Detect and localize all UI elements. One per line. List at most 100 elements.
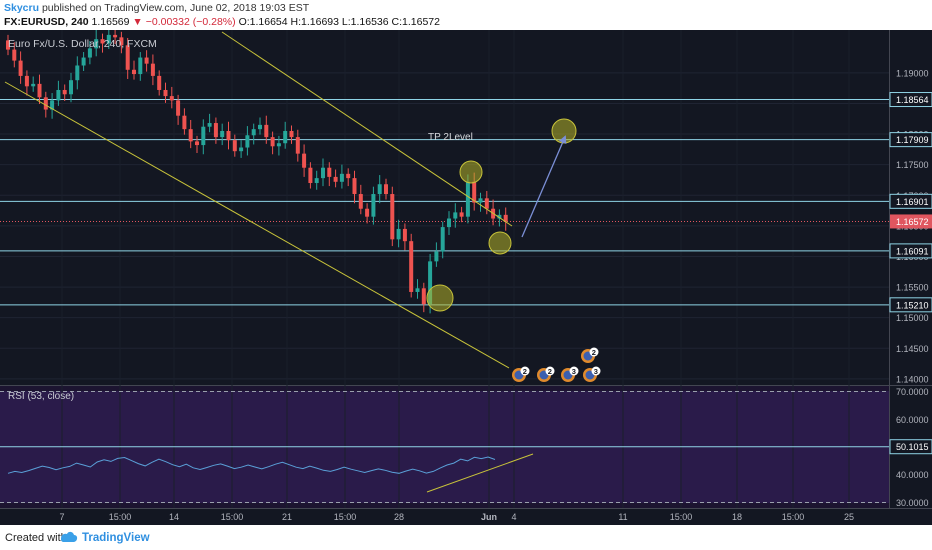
time-tick-label: 15:00 bbox=[782, 512, 805, 522]
candle-body bbox=[434, 251, 439, 262]
time-tick-label: 11 bbox=[618, 512, 627, 522]
candle-body bbox=[402, 228, 407, 242]
candle-body bbox=[195, 141, 199, 146]
time-tick-label: 7 bbox=[59, 512, 64, 522]
time-tick-label: 14 bbox=[169, 512, 179, 522]
candle-body bbox=[50, 100, 55, 110]
author-link[interactable]: Skycru bbox=[4, 2, 40, 14]
candle-body bbox=[113, 34, 118, 38]
price-tick-label: 1.19000 bbox=[896, 68, 929, 78]
level-price-tag bbox=[889, 243, 932, 259]
price-tick-label: 1.15500 bbox=[896, 283, 929, 293]
chart-area[interactable]: 1.190001.185001.180001.175001.170001.165… bbox=[0, 25, 932, 525]
candle-body bbox=[87, 48, 92, 58]
channel-lower-line[interactable] bbox=[4, 81, 510, 369]
level-price-tag bbox=[889, 193, 932, 209]
published-text: published on TradingView.com, June 02, 2… bbox=[41, 2, 310, 14]
time-axis[interactable]: 7 15:00 14 15:00 21 15:00 28 Jun 4 11 15:00 18 15:00… bbox=[59, 512, 854, 522]
candle-body bbox=[37, 83, 42, 98]
horizontal-levels[interactable]: 1.18564 1.17909 1.16901 1.16091 1.15210 1.165… bbox=[0, 92, 932, 313]
candle-body bbox=[201, 126, 206, 146]
level-price-label: 1.17909 bbox=[896, 135, 929, 145]
candle-body bbox=[333, 176, 338, 182]
time-tick-label: 21 bbox=[282, 512, 292, 522]
candle-body bbox=[251, 129, 256, 136]
price-tick-label: 1.14500 bbox=[896, 344, 929, 354]
badge-count-bg bbox=[591, 366, 601, 376]
candle-body bbox=[447, 218, 451, 228]
time-tick-label: 15:00 bbox=[109, 512, 132, 522]
candle-body bbox=[176, 100, 181, 116]
rsi-tick-label: 30.0000 bbox=[896, 498, 929, 508]
candle-body bbox=[6, 40, 10, 50]
grid bbox=[0, 30, 889, 508]
candle-body bbox=[295, 137, 300, 154]
candle-body bbox=[182, 115, 187, 130]
chart-svg[interactable]: 1.190001.185001.180001.175001.170001.165… bbox=[0, 25, 932, 525]
candle-body bbox=[453, 212, 458, 219]
candle-body bbox=[283, 130, 288, 144]
marker-circle-mid[interactable] bbox=[488, 231, 512, 255]
rsi-series-line bbox=[7, 456, 496, 474]
time-tick-label: 15:00 bbox=[670, 512, 693, 522]
candle-body bbox=[478, 198, 483, 203]
badge-count: 2 bbox=[548, 367, 552, 376]
candle-body bbox=[346, 173, 351, 179]
time-tick-label: 4 bbox=[511, 512, 516, 522]
candle-body bbox=[371, 194, 376, 217]
time-tick-label: 18 bbox=[732, 512, 742, 522]
current-price-tag bbox=[890, 214, 932, 229]
candle-body bbox=[69, 80, 73, 95]
candle-body bbox=[31, 83, 36, 87]
rsi-tick-label: 70.0000 bbox=[896, 387, 929, 397]
candle-body bbox=[321, 167, 325, 179]
candle-body bbox=[314, 178, 319, 184]
candle-body bbox=[119, 37, 124, 46]
created-with-text: Created with bbox=[5, 532, 67, 544]
candle-body bbox=[94, 39, 99, 49]
rsi-trend-line[interactable] bbox=[426, 453, 534, 493]
candle-body bbox=[258, 124, 262, 130]
badge-count: 3 bbox=[594, 367, 598, 376]
badge-count: 2 bbox=[523, 367, 527, 376]
level-price-tag bbox=[889, 92, 932, 108]
candle-body bbox=[43, 97, 48, 110]
candle-body bbox=[12, 49, 17, 61]
time-tick-label: 28 bbox=[394, 512, 404, 522]
candle-body bbox=[125, 45, 130, 70]
event-badges[interactable]: 2 2 3 3 2 bbox=[512, 347, 601, 383]
candles bbox=[6, 25, 508, 314]
marker-circle-low[interactable] bbox=[426, 284, 454, 312]
price-tick-label: 1.14000 bbox=[896, 374, 929, 384]
level-price-label: 1.15210 bbox=[896, 300, 929, 310]
price-pane[interactable] bbox=[0, 30, 889, 385]
candle-body bbox=[163, 89, 168, 97]
chart-title: Euro Fx/U.S. Dollar, 240, FXCM bbox=[8, 38, 157, 50]
publish-line: Skycru published on TradingView.com, Jun… bbox=[4, 2, 309, 14]
candle-body bbox=[239, 147, 244, 152]
candle-body bbox=[421, 288, 426, 305]
time-tick-label: Jun bbox=[481, 512, 497, 522]
candle-body bbox=[56, 89, 61, 101]
projection-arrow[interactable] bbox=[521, 135, 567, 238]
candle-body bbox=[188, 129, 193, 142]
marker-circle-high[interactable] bbox=[459, 160, 483, 184]
symbol-label: FX:EURUSD, 240 bbox=[4, 16, 89, 28]
tradingview-brand[interactable]: TradingView bbox=[82, 532, 150, 544]
candle-body bbox=[396, 228, 401, 240]
level-price-tag bbox=[889, 132, 932, 148]
time-tick-label: 15:00 bbox=[221, 512, 244, 522]
candle-body bbox=[81, 57, 86, 66]
candle-body bbox=[289, 130, 294, 138]
candle-body bbox=[100, 39, 105, 44]
price-tick-label: 1.15000 bbox=[896, 313, 929, 323]
rsi-tick-label: 60.0000 bbox=[896, 415, 929, 425]
candle-body bbox=[365, 208, 370, 217]
tradingview-logo-icon bbox=[61, 531, 78, 542]
channel-upper-line[interactable] bbox=[221, 31, 513, 227]
drawings[interactable] bbox=[4, 31, 577, 493]
candle-body bbox=[409, 241, 414, 292]
candle-body bbox=[377, 184, 382, 195]
badge-count-bg bbox=[589, 347, 599, 357]
